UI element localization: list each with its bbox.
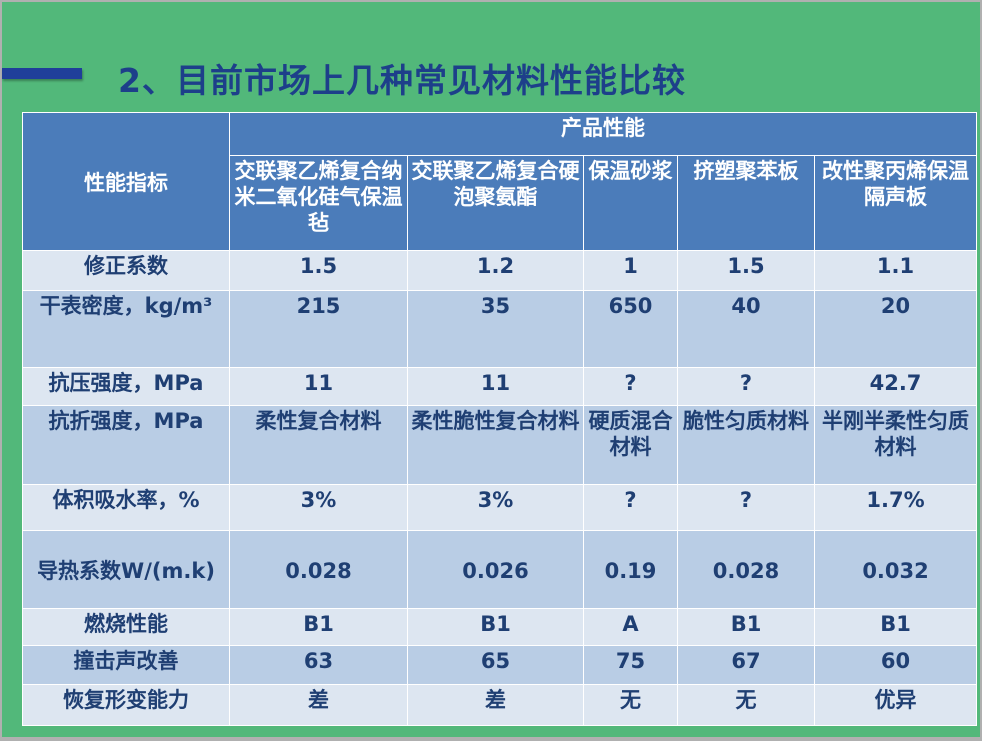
row-label: 燃烧性能 [22,608,230,646]
row-label: 恢复形变能力 [22,684,230,726]
table-cell: 11 [407,367,584,406]
table-cell: 75 [583,645,678,685]
table-cell: 优异 [813,684,978,726]
table-cell: 63 [229,645,408,685]
table-cell: 脆性匀质材料 [677,405,815,485]
table-cell: 20 [813,290,978,368]
table-cell: 215 [229,290,408,368]
table-cell: 1.2 [407,250,584,291]
table-cell: 0.028 [229,530,408,609]
table-cell: B1 [813,608,978,646]
table-cell: 1.1 [813,250,978,291]
table-cell: 1 [583,250,678,291]
table-cell: 67 [677,645,815,685]
table-cell: B1 [229,608,408,646]
column-header: 保温砂浆 [583,155,678,251]
table-cell: 无 [677,684,815,726]
table-cell: 35 [407,290,584,368]
table-cell: ? [677,484,815,531]
column-header: 挤塑聚苯板 [677,155,815,251]
table-cell: 60 [813,645,978,685]
table-cell: 0.026 [407,530,584,609]
table-cell: 65 [407,645,584,685]
table-cell: 0.19 [583,530,678,609]
group-header: 产品性能 [228,112,978,156]
column-header: 交联聚乙烯复合纳米二氧化硅气保温毡 [229,155,408,251]
row-label: 干表密度，kg/m³ [22,290,230,368]
table-cell: ? [583,367,678,406]
table-row: 修正系数 1.5 1.2 1 1.5 1.1 [22,250,978,291]
table-cell: A [583,608,678,646]
table-cell: 0.032 [813,530,978,609]
table-row: 干表密度，kg/m³ 215 35 650 40 20 [22,290,978,368]
table-cell: 半刚半柔性匀质材料 [813,405,978,485]
table-cell: 1.7% [813,484,978,531]
table-cell: B1 [407,608,584,646]
table-cell: B1 [677,608,815,646]
table-row: 抗压强度，MPa 11 11?? 42.7 [22,367,978,406]
table-cell: 0.028 [677,530,815,609]
row-label: 抗折强度，MPa [22,405,230,485]
table-cell: 1.5 [677,250,815,291]
table-cell: ? [583,484,678,531]
row-label: 修正系数 [22,250,230,291]
table-row: 燃烧性能 B1 B1 A B1 B1 [22,608,978,646]
table-cell: ? [677,367,815,406]
title-accent-bar [2,68,82,79]
corner-header: 性能指标 [22,112,230,251]
row-label: 撞击声改善 [22,645,230,685]
table-cell: 柔性复合材料 [229,405,408,485]
table-cell: 1.5 [229,250,408,291]
table-cell: 11 [229,367,408,406]
table-cell: 硬质混合材料 [583,405,678,485]
row-label: 抗压强度，MPa [22,367,230,406]
table-cell: 3% [229,484,408,531]
table-cell: 650 [583,290,678,368]
row-label: 导热系数W/(m.k) [22,530,230,609]
table-cell: 42.7 [813,367,978,406]
table-cell: 柔性脆性复合材料 [407,405,584,485]
table-cell: 差 [229,684,408,726]
table-cell: 40 [677,290,815,368]
table-row: 体积吸水率，% 3% 3%?? 1.7% [22,484,978,531]
table-row: 导热系数W/(m.k) 0.028 0.026 0.19 0.028 0.032 [22,530,978,609]
slide-title: 2、目前市场上几种常见材料性能比较 [118,61,686,100]
table-row: 撞击声改善 63 65 75 67 60 [22,645,978,685]
table-row: 抗折强度，MPa 柔性复合材料 柔性脆性复合材料 硬质混合材料 脆性匀质材料 半刚半柔性匀… [22,405,978,485]
comparison-table: 性能指标 产品性能 交联聚乙烯复合纳米二氧化硅气保温毡 交联聚乙烯复合硬泡聚氨酯保… [22,112,978,726]
row-label: 体积吸水率，% [22,484,230,531]
table-cell: 3% [407,484,584,531]
table-cell: 无 [583,684,678,726]
table-cell: 差 [407,684,584,726]
column-header: 交联聚乙烯复合硬泡聚氨酯 [407,155,584,251]
column-header: 改性聚丙烯保温隔声板 [813,155,978,251]
table-row: 恢复形变能力差差无无优异 [22,684,978,726]
